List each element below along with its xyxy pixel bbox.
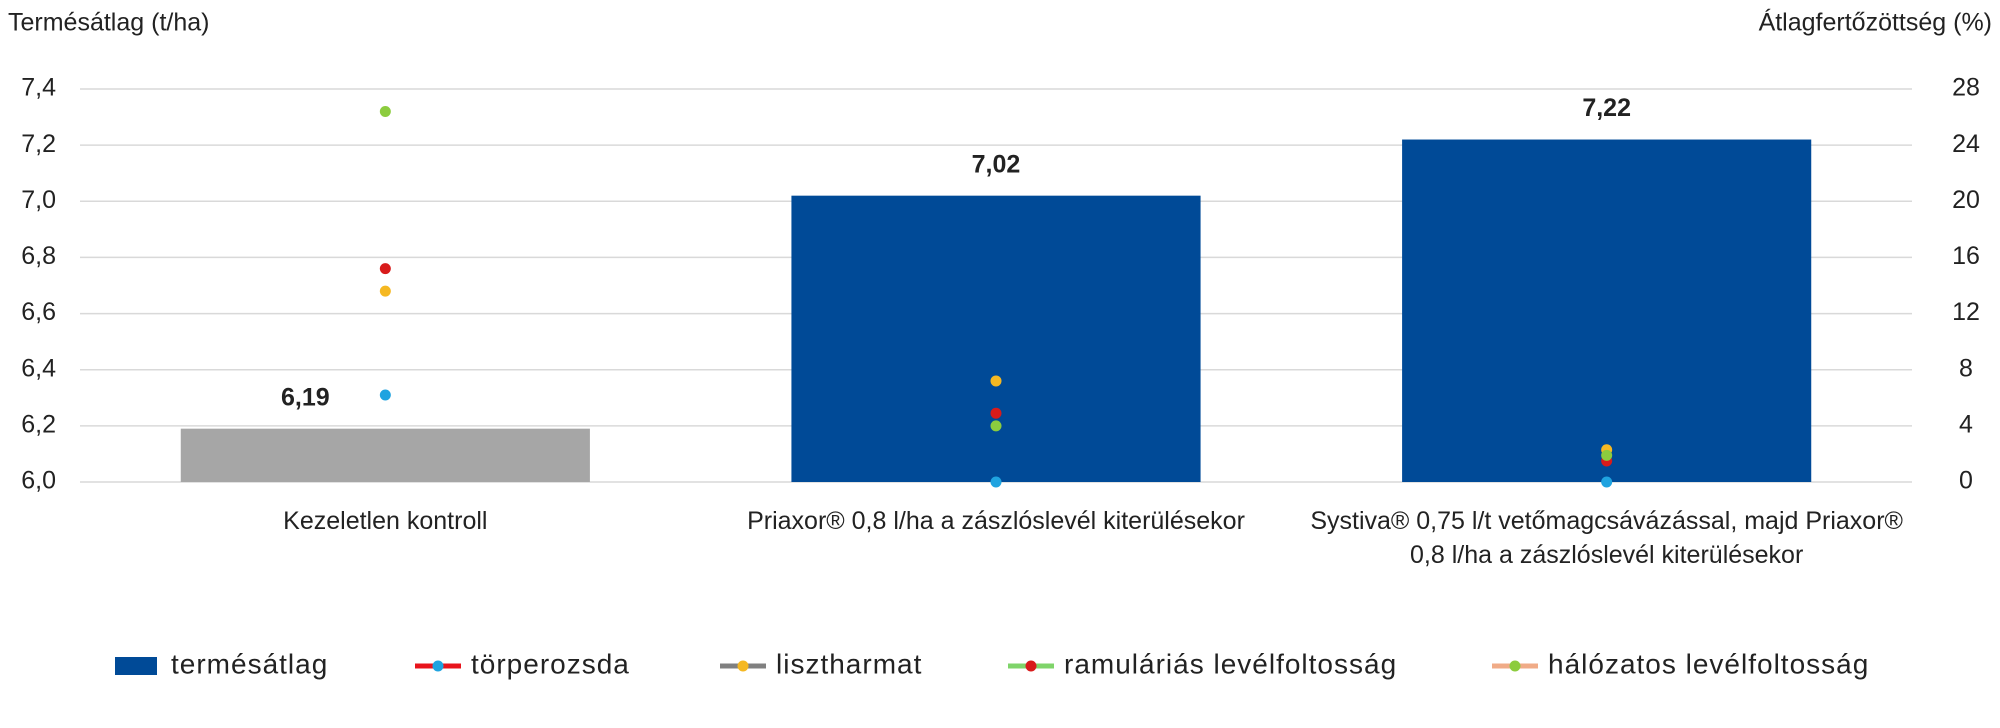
- y2-tick-label: 20: [1952, 186, 1980, 214]
- y-tick-label: 6,6: [21, 298, 56, 326]
- y-tick-label: 6,8: [21, 242, 56, 270]
- y-axis-title: Termésátlag (t/ha): [8, 9, 209, 37]
- y-tick-label: 7,0: [21, 186, 56, 214]
- marker: [379, 285, 391, 297]
- marker: [990, 420, 1002, 432]
- data-label: 7,22: [1582, 94, 1631, 122]
- x-tick-label: Systiva® 0,75 l/t vetőmagcsávázással, ma…: [1310, 507, 1903, 569]
- y2-tick-label: 8: [1959, 354, 1973, 382]
- marker: [1601, 476, 1613, 488]
- y2-tick-label: 0: [1959, 467, 1973, 495]
- y2-tick-label: 12: [1952, 298, 1980, 326]
- data-label: 6,19: [281, 383, 330, 411]
- legend-marker: [1025, 660, 1037, 672]
- marker: [990, 476, 1002, 488]
- x-tick-label: Kezeletlen kontroll: [283, 507, 488, 535]
- y2-tick-label: 4: [1959, 410, 1973, 438]
- legend-marker: [737, 660, 749, 672]
- bar: [180, 428, 590, 482]
- legend-label: lisztharmat: [776, 648, 922, 679]
- y-tick-label: 6,2: [21, 410, 56, 438]
- bar: [791, 195, 1201, 482]
- legend-label: törperozsda: [471, 648, 630, 679]
- x-tick-label: Priaxor® 0,8 l/ha a zászlóslevél kiterül…: [747, 507, 1245, 535]
- marker: [379, 105, 391, 117]
- legend-marker: [432, 660, 444, 672]
- y2-tick-label: 16: [1952, 242, 1980, 270]
- y2-tick-label: 24: [1952, 130, 1980, 158]
- y-tick-label: 6,0: [21, 467, 56, 495]
- legend-swatch: [115, 657, 157, 675]
- y2-axis-title: Átlagfertőzöttség (%): [1759, 8, 1992, 37]
- marker: [379, 263, 391, 275]
- data-label: 7,02: [972, 150, 1021, 178]
- marker: [990, 375, 1002, 387]
- marker: [1601, 449, 1613, 461]
- y-tick-label: 7,2: [21, 130, 56, 158]
- legend-marker: [1509, 660, 1521, 672]
- bar: [1402, 139, 1812, 482]
- y-tick-label: 7,4: [21, 74, 56, 102]
- y2-tick-label: 28: [1952, 74, 1980, 102]
- legend-label: hálózatos levélfoltosság: [1548, 648, 1869, 679]
- legend-label: ramuláriás levélfoltosság: [1064, 648, 1397, 679]
- legend-label: termésátlag: [171, 648, 328, 679]
- marker: [379, 389, 391, 401]
- y-tick-label: 6,4: [21, 354, 56, 382]
- marker: [990, 407, 1002, 419]
